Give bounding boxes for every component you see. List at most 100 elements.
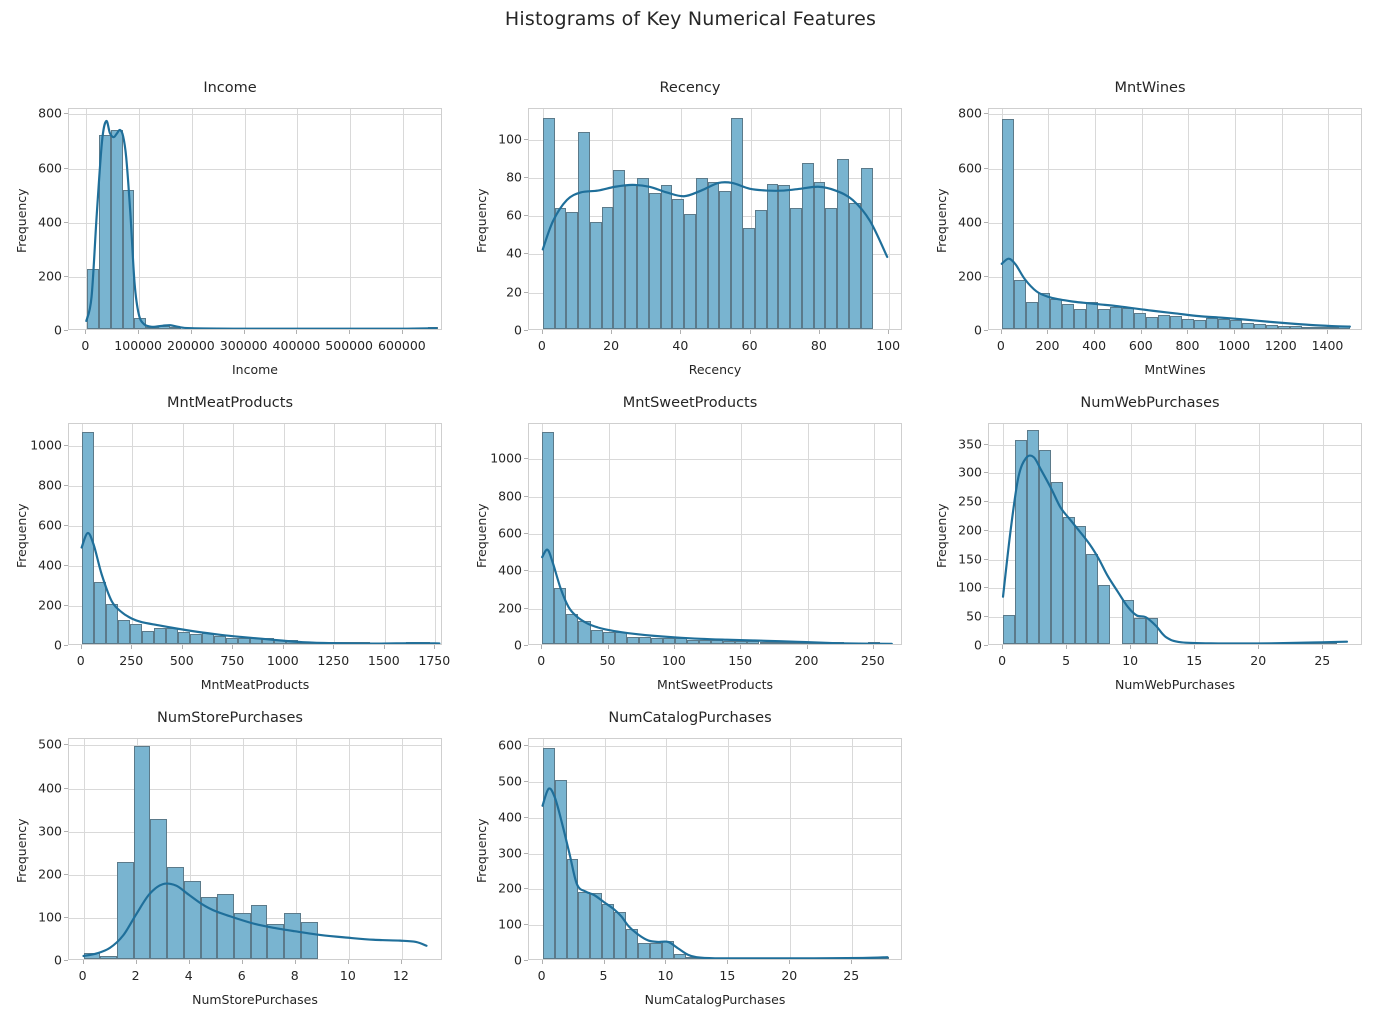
y-axis-tick-mark [524, 291, 528, 293]
histogram-bar [626, 636, 639, 644]
x-axis-tick-label: 250 [860, 653, 885, 668]
gridline-vertical [608, 424, 610, 644]
x-axis-tick-mark [818, 330, 820, 334]
x-axis-tick-mark [665, 960, 667, 964]
x-axis-tick-mark [131, 645, 133, 649]
histogram-bar [687, 639, 700, 644]
histogram-bar [1037, 293, 1050, 329]
histogram-bar [1073, 308, 1086, 329]
gridline-vertical [350, 109, 352, 329]
x-axis-tick-label: 0 [78, 968, 87, 983]
y-axis-tick-mark [64, 167, 68, 169]
x-axis-label: Recency [688, 362, 742, 377]
gridline-vertical [283, 424, 285, 644]
histogram-bar [1013, 280, 1026, 329]
histogram-bar [602, 632, 615, 644]
histogram-bar [1278, 325, 1291, 329]
gridline-vertical [182, 424, 184, 644]
y-axis-tick-label: 200 [38, 268, 62, 284]
histogram-bar [300, 922, 318, 959]
histogram-bar [660, 185, 673, 329]
y-axis-tick-label: 100 [958, 579, 982, 595]
histogram-bar [105, 604, 118, 644]
x-axis-tick-mark [347, 960, 349, 964]
gridline-vertical [873, 424, 875, 644]
y-axis-tick-mark [984, 529, 988, 531]
x-axis-tick-label: 25 [843, 968, 860, 983]
x-axis-tick-mark [349, 330, 351, 334]
histogram-bar [1121, 307, 1134, 329]
x-axis-tick-mark [383, 645, 385, 649]
histogram-bar [177, 631, 190, 644]
y-axis-tick-mark [524, 960, 528, 961]
x-axis-tick-mark [789, 960, 791, 964]
histogram-bar [1097, 309, 1110, 329]
y-axis-tick-mark [64, 525, 68, 526]
subplot-title: MntMeatProducts [167, 395, 293, 411]
y-axis-tick-label: 800 [958, 105, 982, 121]
x-axis-tick-mark [1094, 330, 1096, 334]
y-axis-tick-label: 200 [958, 522, 982, 538]
gridline-horizontal [529, 139, 901, 141]
x-axis-tick-label: 0 [537, 338, 546, 353]
histogram-bar [650, 637, 663, 644]
subplot-mntmeatproducts: MntMeatProducts 0 200 400 600 800 1000 0 250 500 7… [0, 395, 460, 710]
gridline-vertical [1195, 424, 1197, 644]
subplot-title: MntWines [1114, 80, 1186, 96]
y-axis-tick-mark [64, 960, 68, 961]
y-axis-tick-mark [524, 176, 528, 178]
histogram-bar [1061, 304, 1074, 329]
histogram-bar [735, 641, 748, 644]
y-axis-tick-label: 0 [514, 322, 522, 338]
x-axis-tick-label: 1400 [1311, 338, 1344, 353]
x-axis-tick-label: 10 [339, 968, 356, 983]
x-axis-tick-mark [241, 960, 243, 964]
y-axis-tick-label: 0 [974, 322, 982, 338]
gridline-vertical [401, 739, 403, 959]
x-axis-tick-mark [749, 330, 751, 334]
histogram-bar [150, 819, 168, 959]
y-axis-tick-label: 600 [498, 737, 522, 753]
x-axis-tick-label: 60 [741, 338, 758, 353]
gridline-horizontal [529, 459, 901, 461]
gridline-vertical [348, 739, 350, 959]
x-axis-tick-label: 1200 [1264, 338, 1297, 353]
histogram-bar [93, 582, 106, 644]
y-axis-label: Frequency [934, 188, 949, 253]
subplot-numcatalogpurchases: NumCatalogPurchases 0 100 200 300 400 500 600 0 5… [460, 710, 920, 1025]
y-axis-tick-mark [524, 816, 528, 818]
y-axis-tick-mark [64, 485, 68, 486]
x-axis-tick-mark [1280, 330, 1282, 334]
histogram-bar [860, 168, 873, 329]
histogram-bar [1074, 525, 1087, 644]
y-axis-tick-mark [524, 780, 528, 782]
x-axis-label: Income [232, 362, 278, 377]
gridline-horizontal [529, 534, 901, 536]
subplot-title: Recency [659, 80, 721, 96]
gridline-vertical [1259, 424, 1261, 644]
x-axis-tick-mark [80, 645, 82, 649]
y-axis-tick-label: 100 [498, 916, 522, 932]
x-axis-tick-mark [1140, 330, 1142, 334]
x-axis-tick-label: 150 [728, 653, 753, 668]
histogram-bar [554, 208, 567, 329]
histogram-bar [334, 642, 347, 644]
x-axis-tick-mark [282, 645, 284, 649]
histogram-bar [614, 631, 627, 644]
histogram-bar [1288, 642, 1301, 644]
gridline-vertical [1323, 424, 1325, 644]
y-axis-tick-label: 0 [54, 952, 62, 968]
subplot-numwebpurchases: NumWebPurchases 0 50 100 150 200 250 300 350 0 5 10… [920, 395, 1380, 710]
y-axis-tick-label: 0 [54, 322, 62, 338]
histogram-bar [1300, 642, 1313, 644]
histogram-bar [406, 642, 419, 644]
histogram-bar [819, 642, 832, 644]
x-axis-tick-label: 1250 [317, 653, 350, 668]
y-axis-tick-label: 350 [958, 436, 982, 452]
gridline-horizontal [69, 526, 441, 527]
x-axis-tick-mark [1322, 645, 1324, 649]
histogram-bar [1242, 323, 1255, 329]
x-axis-tick-label: 300000 [219, 338, 268, 353]
x-axis-tick-mark [541, 330, 543, 334]
